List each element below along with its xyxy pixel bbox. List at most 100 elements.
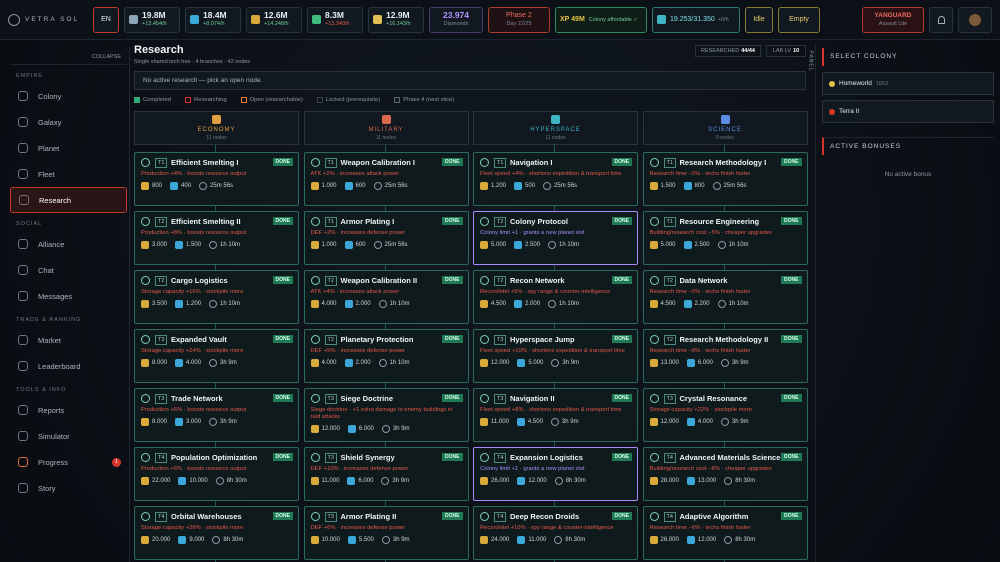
tech-icon (310, 217, 320, 226)
player-rank: Assault Lite (878, 20, 908, 27)
tech-card[interactable]: T2 Cargo Logistics DONE Storage capacity +1… (134, 270, 299, 324)
nav-item[interactable]: Progress 1 (10, 449, 127, 475)
nav-item[interactable]: Galaxy (10, 109, 127, 135)
time-icon (720, 359, 729, 367)
tech-card[interactable]: T1 Research Methodology I DONE Research tim… (642, 152, 808, 206)
tech-card[interactable]: T3 Trade Network DONE Production +6% · boos… (134, 388, 299, 442)
cost-icon (310, 241, 319, 249)
cost-icon (480, 418, 488, 426)
tech-card[interactable]: T3 Hyperspace Jump DONE Fleet speed +10% · … (473, 329, 638, 383)
nav-item[interactable]: Story (10, 475, 127, 501)
avatar[interactable] (958, 6, 992, 33)
tech-time: 3h 9m (392, 426, 410, 432)
tech-card[interactable]: T2 Data Network DONE Research time −5% · te… (642, 270, 808, 324)
tech-time: 8h 30m (565, 537, 586, 543)
nav-item[interactable]: Fleet (10, 161, 127, 187)
tech-card[interactable]: T4 Population Optimization DONE Production … (134, 447, 299, 501)
language-select[interactable]: EN (93, 6, 119, 33)
tech-card[interactable]: T1 Armor Plating I DONE DEF +2% · increases… (303, 211, 469, 265)
nav-item[interactable]: Alliance (10, 231, 127, 257)
tech-card[interactable]: T3 Shield Synergy DONE DEF +10% · increases… (303, 447, 469, 501)
nav-item[interactable]: Reports (10, 397, 127, 423)
nav-icon (18, 91, 28, 101)
cost-value: 12.000 (321, 426, 340, 432)
time-icon (199, 182, 208, 190)
tech-name: Cargo Logistics (171, 276, 228, 285)
tech-card[interactable]: T4 Orbital Warehouses DONE Storage capacity… (134, 506, 299, 560)
time-icon (724, 477, 733, 485)
cost-value: 3.000 (152, 242, 168, 248)
branch-icon (720, 114, 730, 124)
tech-card[interactable]: T2 Research Methodology II DONE Research ti… (642, 329, 808, 383)
tech-effect: Fleet speed +10% · shortens expedition &… (480, 348, 625, 354)
branch-header: ECONOMY 11 nodes (134, 111, 299, 145)
cost-value: 1.000 (321, 183, 337, 189)
time-icon (378, 359, 387, 367)
tech-status: DONE (272, 453, 293, 461)
tech-card[interactable]: T1 Resource Engineering DONE Building/resea… (642, 211, 808, 265)
tech-name: Hyperspace Jump (510, 335, 575, 344)
tech-card[interactable]: T1 Efficient Smelting I DONE Production +4%… (134, 152, 299, 206)
tech-card[interactable]: T3 Crystal Resonance DONE Storage capacity … (642, 388, 808, 442)
xp: XP 49M Colony affordable ✓ (555, 6, 647, 33)
branch-header: MILITARY 11 nodes (303, 111, 469, 145)
tech-card[interactable]: T1 Navigation I DONE Fleet speed +4% · shor… (473, 152, 638, 206)
tech-card[interactable]: T2 Planetary Protection DONE DEF +5% · incr… (303, 329, 469, 383)
fleet-status[interactable]: Idle (745, 6, 773, 33)
cost-value: 10.000 (321, 537, 340, 543)
tech-card[interactable]: T2 Efficient Smelting II DONE Production +8… (134, 211, 299, 265)
nav-item[interactable]: Research (10, 187, 127, 213)
nav-item[interactable]: Market (10, 327, 127, 353)
tech-name: Navigation II (510, 394, 555, 403)
tech-card[interactable]: T1 Weapon Calibration I DONE ATK +2% · incr… (303, 152, 469, 206)
nav-item[interactable]: Colony (10, 83, 127, 109)
notifications[interactable] (929, 6, 953, 33)
cost-icon (344, 182, 353, 190)
time-icon (209, 241, 218, 249)
tech-tier: T2 (155, 276, 168, 286)
tech-icon (649, 335, 659, 344)
tech-tier: T4 (663, 512, 676, 522)
time-icon (720, 418, 729, 426)
cost-icon (514, 300, 523, 308)
tech-time: 3h 9m (392, 478, 410, 484)
phase-day: Day 22/25 (506, 20, 532, 27)
colony-name: Homeworld (839, 80, 872, 87)
colony-option[interactable]: Terra II (822, 100, 994, 123)
nav-item[interactable]: Chat (10, 257, 127, 283)
tech-effect: Fleet speed +8% · shortens expedition & … (480, 407, 622, 413)
player[interactable]: YANGUARD Assault Lite (862, 6, 924, 33)
tech-effect: Siege doctrine · +1 extra damage to enem… (310, 407, 453, 420)
tech-icon (480, 276, 489, 285)
collapse-button[interactable]: COLLAPSE (10, 50, 127, 65)
cost-value: 6.000 (697, 360, 713, 366)
tech-card[interactable]: T2 Recon Network DONE Recon/intel +5% · spy… (473, 270, 638, 324)
nav-item[interactable]: Simulator (10, 423, 127, 449)
nav-item[interactable]: Planet (10, 135, 127, 161)
tech-card[interactable]: T4 Adaptive Algorithm DONE Research time −6… (642, 506, 808, 560)
resource-icon (190, 15, 199, 24)
tech-card[interactable]: T3 Expanded Vault DONE Storage capacity +24… (134, 329, 299, 383)
tech-card[interactable]: T2 Weapon Calibration II DONE ATK +4% · inc… (303, 270, 469, 324)
tech-card[interactable]: T3 Navigation II DONE Fleet speed +8% · sho… (473, 388, 638, 442)
panel-tab[interactable]: PANEL (807, 50, 814, 72)
lab-value: 10 (793, 48, 800, 54)
cost-value: 13.000 (660, 360, 679, 366)
colony-option[interactable]: Homeworld 1853 (822, 72, 994, 95)
tech-card[interactable]: T4 Deep Recon Droids DONE Recon/intel +10% … (473, 506, 638, 560)
tech-card[interactable]: T3 Armor Plating II DONE DEF +6% · increase… (303, 506, 469, 560)
tech-cost: 12.000 6.000 3h 9m (310, 425, 410, 433)
queue-status[interactable]: Empty (778, 6, 820, 33)
tech-card[interactable]: T4 Expansion Logistics DONE Colony limit +1… (473, 447, 638, 501)
cost-value: 8.000 (152, 360, 168, 366)
tech-cost: 10.000 5.500 3h 9m (310, 536, 410, 544)
nav-item[interactable]: Leaderboard (10, 353, 127, 379)
tech-icon (480, 394, 489, 403)
cost-icon (178, 477, 187, 485)
nav-item[interactable]: Messages (10, 283, 127, 309)
tech-card[interactable]: T2 Colony Protocol DONE Colony limit +1 · g… (473, 211, 638, 265)
tech-card[interactable]: T4 Advanced Materials Science DONE Building… (642, 447, 808, 501)
tech-time: 1h 10m (728, 301, 749, 307)
tech-tier: T2 (155, 217, 168, 227)
tech-card[interactable]: T3 Siege Doctrine DONE Siege doctrine · +1 … (303, 388, 469, 442)
